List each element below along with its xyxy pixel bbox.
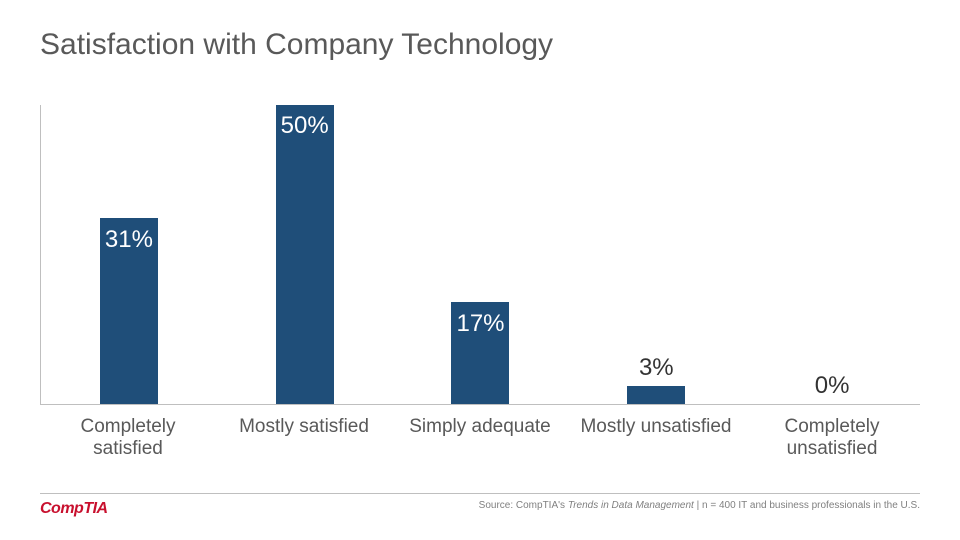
bar-3 <box>627 386 685 404</box>
category-0: Completely satisfied <box>40 410 216 460</box>
category-1: Mostly satisfied <box>216 410 392 460</box>
category-4: Completely unsatisfied <box>744 410 920 460</box>
comptia-logo: CompTIA <box>40 500 108 518</box>
bar-col-3: 3% <box>568 105 744 404</box>
slide: Satisfaction with Company Technology 31%… <box>0 0 960 540</box>
category-2: Simply adequate <box>392 410 568 460</box>
category-3: Mostly unsatisfied <box>568 410 744 460</box>
bar-col-2: 17% <box>393 105 569 404</box>
bar-1 <box>276 105 334 404</box>
source-italic: Trends in Data Management <box>568 500 694 511</box>
slide-footer: CompTIA Source: CompTIA's Trends in Data… <box>40 493 920 518</box>
bar-chart-plot: 31% 50% 17% 3% 0% <box>40 105 920 405</box>
bar-label-4: 0% <box>744 372 920 400</box>
bar-label-0: 31% <box>41 226 217 254</box>
category-axis: Completely satisfied Mostly satisfied Si… <box>40 410 920 460</box>
bar-col-0: 31% <box>41 105 217 404</box>
bar-chart: 31% 50% 17% 3% 0% <box>40 105 920 405</box>
source-prefix: Source: CompTIA's <box>479 500 568 511</box>
source-citation: Source: CompTIA's Trends in Data Managem… <box>479 500 920 511</box>
bar-label-1: 50% <box>217 112 393 140</box>
slide-title: Satisfaction with Company Technology <box>40 28 920 62</box>
bar-label-3: 3% <box>568 354 744 382</box>
source-suffix: | n = 400 IT and business professionals … <box>694 500 920 511</box>
bar-col-4: 0% <box>744 105 920 404</box>
bar-col-1: 50% <box>217 105 393 404</box>
bar-label-2: 17% <box>393 310 569 338</box>
